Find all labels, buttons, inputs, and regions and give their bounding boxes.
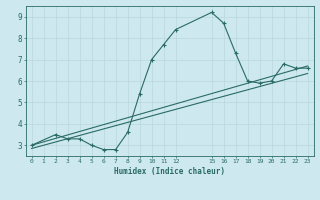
X-axis label: Humidex (Indice chaleur): Humidex (Indice chaleur)	[114, 167, 225, 176]
